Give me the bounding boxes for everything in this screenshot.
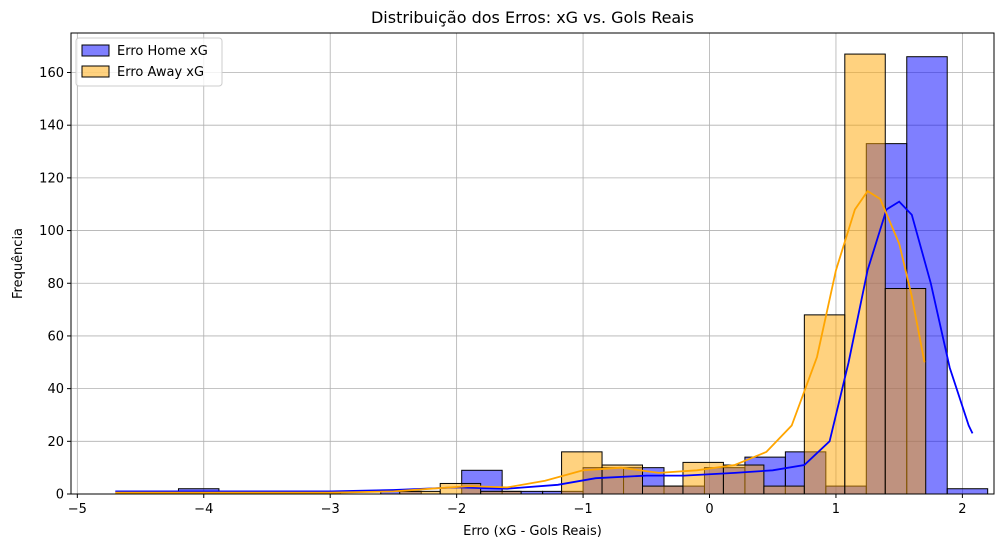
chart-title: Distribuição dos Erros: xG vs. Gols Reai… — [371, 8, 694, 27]
x-tick-label: 2 — [958, 502, 966, 517]
x-tick-label: −1 — [573, 502, 592, 517]
histogram-bar-away — [642, 485, 684, 495]
x-tick-label: −3 — [321, 502, 340, 517]
legend-label-home: Erro Home xG — [117, 44, 208, 59]
y-tick-label: 80 — [47, 277, 64, 292]
y-tick-label: 60 — [47, 329, 64, 344]
y-tick-label: 40 — [47, 382, 64, 397]
kde-lines — [115, 189, 974, 494]
legend-label-away: Erro Away xG — [117, 65, 204, 80]
x-tick-label: −2 — [447, 502, 466, 517]
bars — [116, 53, 989, 495]
legend-swatch-home — [81, 44, 110, 57]
y-tick-label: 20 — [47, 435, 64, 450]
legend-swatch-away — [81, 65, 110, 78]
legend: Erro Home xG Erro Away xG — [75, 37, 223, 87]
y-axis-label: Frequência — [11, 228, 26, 299]
x-tick-label: −4 — [194, 502, 213, 517]
y-tick-label: 160 — [39, 66, 64, 81]
y-tick-label: 0 — [56, 488, 64, 503]
histogram-bar-away — [884, 288, 927, 495]
histogram-bar-away — [722, 464, 765, 495]
x-tick-label: −5 — [68, 502, 87, 517]
plot-frame — [70, 32, 995, 495]
histogram-bar-away — [561, 451, 603, 495]
y-tick-label: 100 — [39, 224, 64, 239]
y-tick-label: 120 — [39, 171, 64, 186]
x-axis-label: Erro (xG - Gols Reais) — [463, 524, 602, 539]
x-tick-label: 1 — [832, 502, 840, 517]
y-tick-label: 140 — [39, 119, 64, 134]
kde-line-away — [115, 189, 926, 494]
histogram-bar-away — [763, 485, 805, 495]
x-tick-label: 0 — [705, 502, 713, 517]
histogram-bar-home — [946, 488, 989, 495]
legend-box — [75, 37, 223, 87]
histogram-bar-away — [844, 53, 886, 495]
